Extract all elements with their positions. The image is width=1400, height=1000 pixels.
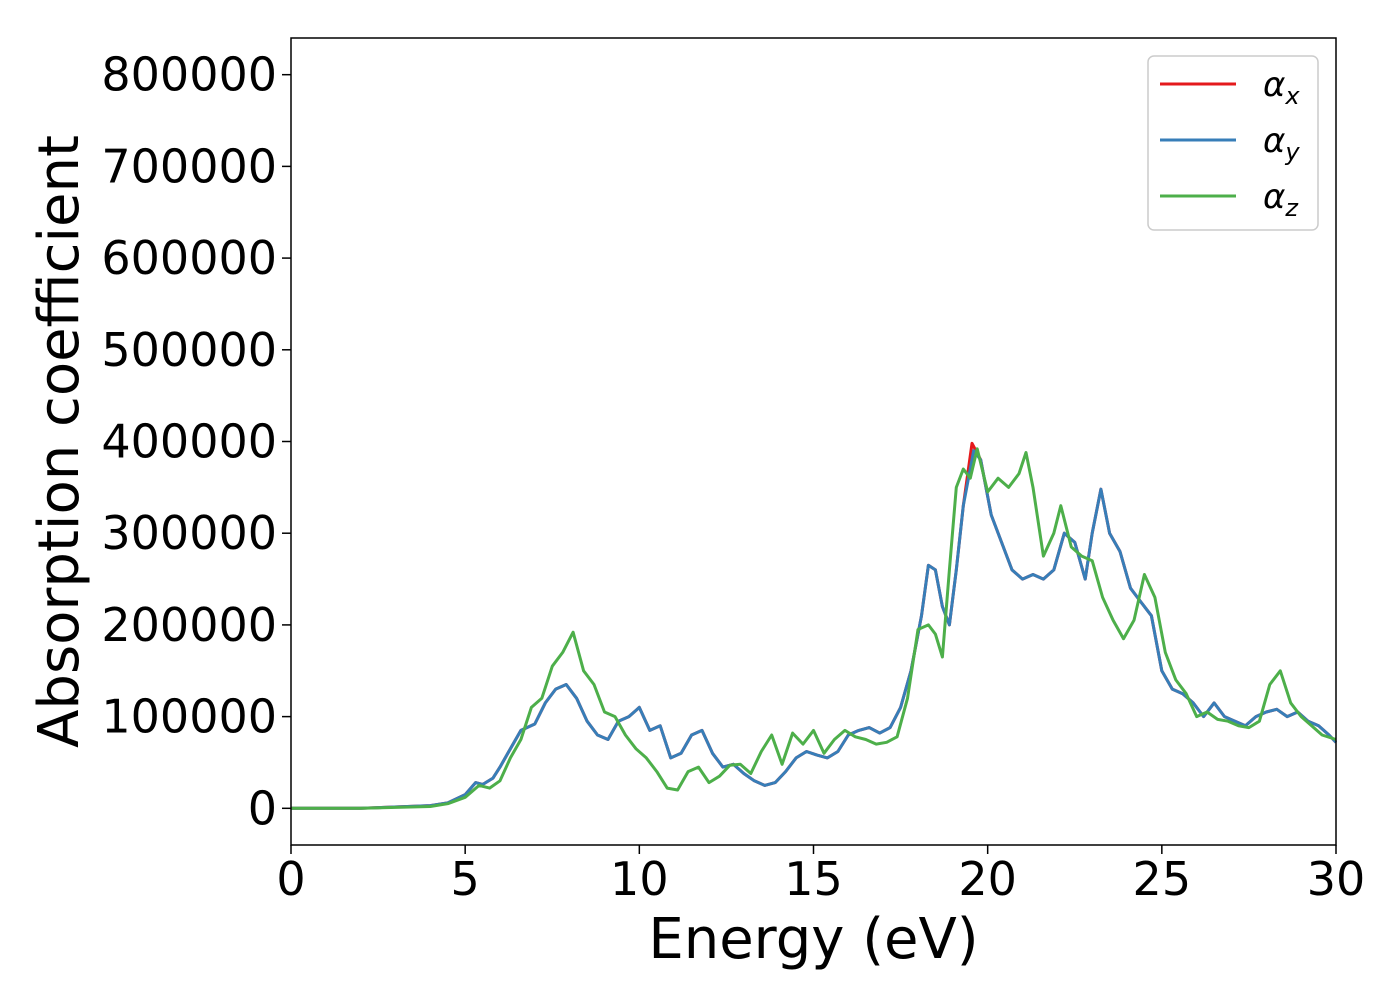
- y-tick-label: 600000: [101, 231, 277, 285]
- series-line-y: [291, 449, 1338, 810]
- legend-entry: αx: [1263, 65, 1300, 110]
- legend-entry: αz: [1263, 177, 1299, 222]
- y-axis: 0 100000 200000 300000 400000 500000 600000 700…: [101, 48, 291, 835]
- x-tick-label: 5: [451, 852, 480, 906]
- y-tick-label: 100000: [101, 690, 277, 744]
- y-tick-label: 700000: [101, 139, 277, 193]
- series-line-z: [291, 447, 1337, 810]
- x-tick-label: 25: [1133, 852, 1192, 906]
- x-tick-label: 20: [958, 852, 1017, 906]
- x-axis: 0 5 10 15 20 25 30: [276, 845, 1365, 906]
- y-tick-label: 500000: [101, 323, 277, 377]
- x-axis-label: Energy (eV): [648, 907, 978, 972]
- x-tick-label: 10: [610, 852, 669, 906]
- y-axis-label: Absorption coefficient: [27, 135, 92, 748]
- legend-entry: αy: [1263, 121, 1300, 166]
- legend: αx αy αz: [1147, 55, 1319, 231]
- legend-box: [1147, 55, 1319, 231]
- x-tick-label: 15: [784, 852, 843, 906]
- y-tick-label: 0: [248, 781, 277, 835]
- x-tick-label: 30: [1307, 852, 1366, 906]
- y-tick-label: 300000: [101, 506, 277, 560]
- series-layer: [291, 441, 1338, 810]
- y-tick-label: 400000: [101, 415, 277, 469]
- y-tick-label: 800000: [101, 48, 277, 102]
- y-tick-label: 200000: [101, 598, 277, 652]
- x-tick-label: 0: [276, 852, 305, 906]
